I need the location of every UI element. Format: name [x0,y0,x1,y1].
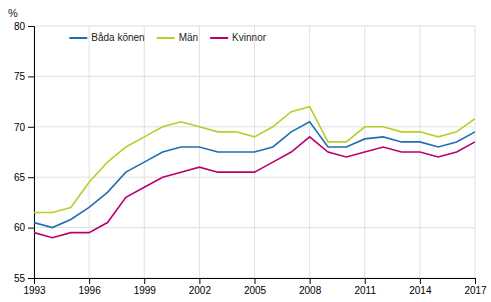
y-tick-label: 75 [14,71,26,82]
legend: Båda könen Män Kvinnor [69,32,266,43]
x-tick: 2011 [354,278,376,296]
y-axis-label: % [8,7,18,19]
x-tick: 1996 [79,278,102,296]
x-tick-mark [310,278,311,284]
y-axis-line [28,27,35,279]
x-tick-mark [420,278,421,284]
y-tick-label: 65 [14,172,26,183]
y-tick-mark [28,228,34,229]
y-tick: 65 [14,172,34,183]
legend-label: Kvinnor [232,32,267,43]
y-tick-label: 70 [14,122,26,133]
y-tick: 80 [14,21,34,32]
series-line [34,107,475,213]
x-tick-label: 1999 [134,285,157,296]
y-tick-mark [28,127,34,128]
lines [34,107,475,238]
y-tick-mark [28,278,34,279]
grid-line-x [144,26,145,278]
y-tick-label: 55 [14,273,26,284]
x-axis-line [35,279,476,285]
grid-line-x [199,26,200,278]
y-tick-label: 80 [14,21,26,32]
x-tick: 2005 [244,278,267,296]
legend-swatch [69,37,87,39]
x-tick: 2008 [299,278,322,296]
x-tick-mark [144,278,145,284]
x-tick: 2017 [464,278,487,296]
x-tick: 1999 [134,278,157,296]
x-tick-label: 1996 [79,285,102,296]
grid-line-x [475,26,476,278]
x-tick-mark [255,278,256,284]
x-tick-mark [365,278,366,284]
y-tick: 60 [14,222,34,233]
plot-area: 1993 1996 1999 2002 2005 2008 2011 2014 2017 55 60… [14,21,487,296]
legend-entry: Män [157,32,198,43]
series-line [34,137,475,238]
x-tick-label: 2011 [354,285,376,296]
x-tick-label: 2005 [244,285,267,296]
x-tick: 2002 [189,278,212,296]
x-tick: 1993 [23,278,46,296]
y-axis: 55 60 65 70 75 80 [14,21,35,284]
legend-label: Båda könen [91,32,144,43]
y-tick: 75 [14,71,34,82]
grid [34,26,475,278]
x-tick-label: 2014 [409,285,432,296]
y-tick-label: 60 [14,222,26,233]
x-tick-label: 1993 [23,285,46,296]
x-tick-mark [89,278,90,284]
x-tick-mark [475,278,476,284]
y-tick-mark [28,76,34,77]
x-tick-mark [199,278,200,284]
x-tick-label: 2017 [464,285,487,296]
y-tick-mark [28,177,34,178]
y-tick-mark [28,26,34,27]
legend-label: Män [179,32,198,43]
x-axis: 1993 1996 1999 2002 2005 2008 2011 2014 2017 [23,278,487,296]
y-tick: 70 [14,122,34,133]
grid-line-x [89,26,90,278]
legend-entry: Båda könen [69,32,144,43]
grid-line-x [309,26,310,278]
x-tick: 2014 [409,278,432,296]
legend-swatch [210,37,228,39]
x-tick-label: 2002 [189,285,212,296]
y-tick: 55 [14,273,34,284]
legend-entry: Kvinnor [210,32,267,43]
chart: 1993 1996 1999 2002 2005 2008 2011 2014 2017 55 60… [0,0,491,302]
x-tick-label: 2008 [299,285,322,296]
legend-swatch [157,37,175,39]
